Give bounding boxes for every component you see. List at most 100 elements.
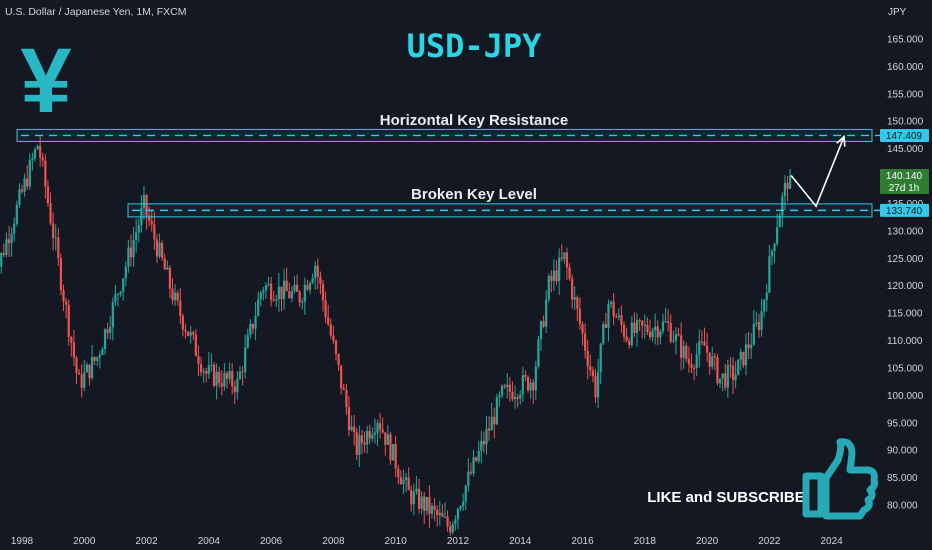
candle-up xyxy=(254,302,257,341)
candle-up xyxy=(262,286,265,301)
candle-up xyxy=(90,344,94,381)
candle-down xyxy=(394,436,397,478)
candle-down xyxy=(560,244,563,262)
candle-up xyxy=(275,294,278,307)
candle-up xyxy=(454,515,457,531)
candle-up xyxy=(490,402,493,431)
candle-up xyxy=(506,373,509,399)
candle-up xyxy=(238,366,242,381)
candle-down xyxy=(212,361,216,388)
candle-down xyxy=(7,225,11,257)
time-tick-label: 2022 xyxy=(758,536,781,547)
candle-down xyxy=(62,284,65,312)
candle-up xyxy=(210,353,213,372)
candle-up xyxy=(773,242,776,263)
candle-up xyxy=(477,441,480,464)
candle-down xyxy=(20,184,24,194)
candle-down xyxy=(625,327,628,343)
candle-down xyxy=(576,295,579,321)
price-tick-label: 80.000 xyxy=(887,501,918,512)
candle-up xyxy=(246,328,249,349)
candle-up xyxy=(303,277,306,315)
candle-up xyxy=(539,320,543,352)
candle-up xyxy=(609,300,613,309)
candle-up xyxy=(519,390,522,405)
price-tick-label: 125.000 xyxy=(887,254,924,265)
last-price-badge: 140.140 27d 1h xyxy=(880,169,929,194)
price-tick-label: 85.000 xyxy=(887,473,918,484)
candle-down xyxy=(129,234,133,267)
price-tick-label: 130.000 xyxy=(887,226,924,237)
candle-up xyxy=(739,348,742,371)
candle-down xyxy=(324,291,327,324)
candle-up xyxy=(464,484,467,511)
candle-down xyxy=(327,304,330,326)
candle-up xyxy=(534,360,537,400)
candle-up xyxy=(18,183,21,209)
candle-down xyxy=(59,253,63,296)
time-tick-label: 2002 xyxy=(135,536,158,547)
candle-up xyxy=(643,314,646,339)
candle-up xyxy=(718,378,722,389)
price-tick-label: 165.000 xyxy=(887,35,924,46)
candle-down xyxy=(571,274,574,309)
candle-down xyxy=(363,431,366,453)
levels-layer xyxy=(16,128,880,218)
candle-up xyxy=(215,363,218,400)
candle-up xyxy=(13,217,16,242)
candle-down xyxy=(88,364,91,386)
time-axis[interactable]: 1998 2000 2002 2004 2006 2008 2010 2012 2014 2016… xyxy=(11,536,843,547)
candle-up xyxy=(282,268,286,310)
candle-up xyxy=(132,227,135,267)
candle-up xyxy=(236,371,239,400)
candle-down xyxy=(150,209,153,232)
candle-up xyxy=(630,316,633,348)
candle-up xyxy=(311,273,314,285)
time-tick-label: 2024 xyxy=(821,536,844,547)
broken-level-price-badge: 133.740 xyxy=(880,203,929,217)
time-tick-label: 2006 xyxy=(260,536,283,547)
projection-line xyxy=(790,136,845,208)
candle-up xyxy=(259,290,262,307)
candle-down xyxy=(179,287,182,325)
candle-up xyxy=(734,361,737,389)
candle-down xyxy=(57,228,60,266)
candle-up xyxy=(599,342,602,385)
candle-down xyxy=(446,510,449,532)
candle-down xyxy=(251,323,255,334)
candle-down xyxy=(591,366,594,383)
candle-up xyxy=(617,308,620,321)
candle-down xyxy=(298,289,301,308)
candle-down xyxy=(332,325,335,344)
candle-down xyxy=(384,432,387,456)
candle-up xyxy=(498,391,501,407)
candle-up xyxy=(301,297,304,310)
candle-down xyxy=(197,345,200,377)
candle-down xyxy=(345,383,348,416)
price-tick-label: 90.000 xyxy=(887,446,918,457)
candle-down xyxy=(106,322,109,339)
candle-up xyxy=(28,153,31,190)
thumbs-up-icon xyxy=(802,438,878,520)
candle-down xyxy=(334,339,338,361)
candle-down xyxy=(581,321,584,346)
candle-up xyxy=(267,276,270,287)
last-price-text: 140.140 xyxy=(886,171,923,182)
candle-down xyxy=(615,313,618,319)
candle-down xyxy=(705,332,709,362)
candle-up xyxy=(456,507,460,530)
candle-up xyxy=(661,314,665,334)
candle-down xyxy=(199,356,203,377)
candle-up xyxy=(659,329,662,345)
time-tick-label: 2020 xyxy=(696,536,719,547)
candle-down xyxy=(381,417,384,434)
resistance-label: Horizontal Key Resistance xyxy=(380,112,568,129)
candle-down xyxy=(620,305,623,333)
price-tick-label: 145.000 xyxy=(887,144,924,155)
candle-up xyxy=(558,248,561,296)
candle-down xyxy=(550,270,553,293)
candle-up xyxy=(308,280,312,295)
candle-up xyxy=(495,393,498,426)
candle-up xyxy=(391,443,395,461)
